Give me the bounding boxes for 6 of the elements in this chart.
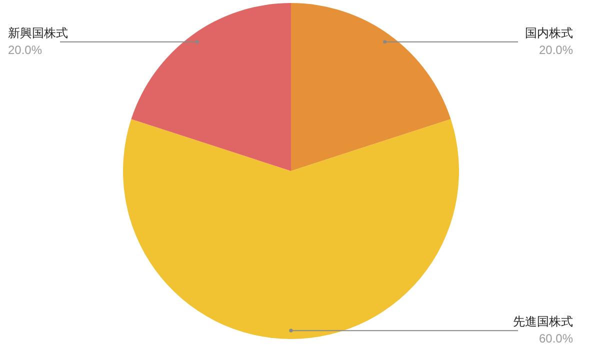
data-label: 20.0%: [538, 42, 574, 57]
slice-label: 先進国株式: [513, 314, 573, 329]
data-label: 20.0%: [8, 42, 42, 57]
slice-label: 国内株式: [525, 26, 573, 40]
data-label: 60.0%: [538, 332, 574, 346]
slice-label: 新興国株式: [8, 26, 68, 40]
